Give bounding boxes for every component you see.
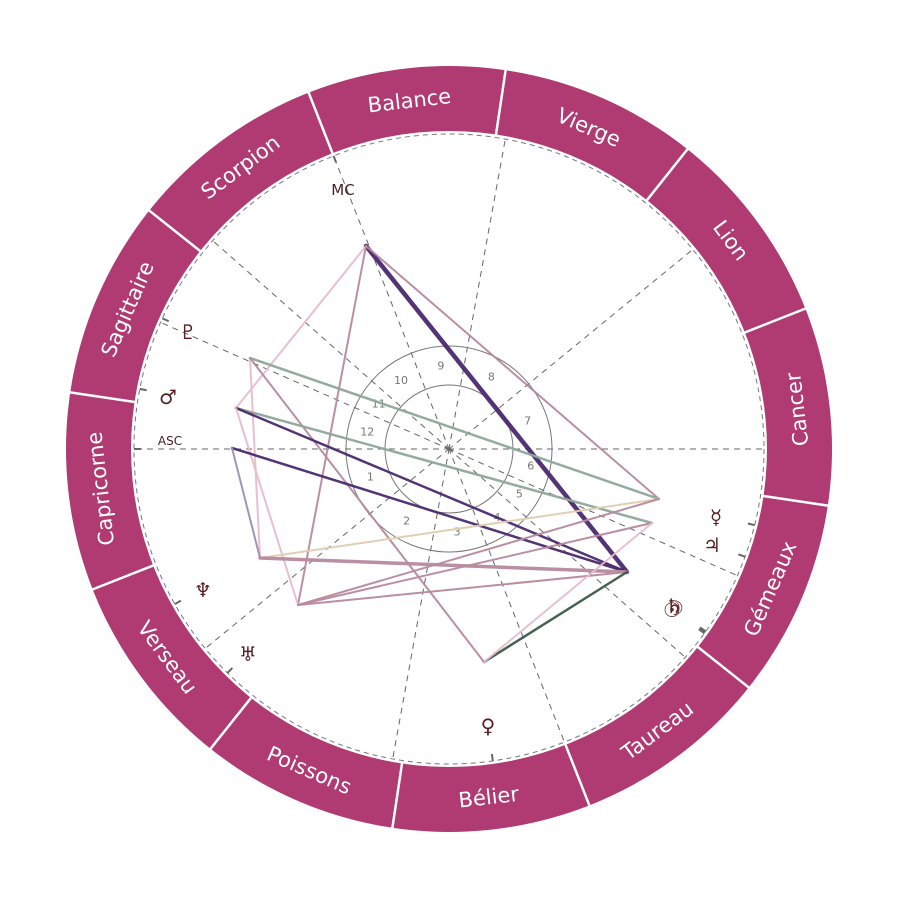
house-cusp-line (392, 448, 450, 758)
dashed-circle (133, 133, 765, 765)
aspect-line-pluto-venus (249, 357, 485, 663)
moon-icon: ☽ (666, 596, 684, 620)
position-tick (174, 599, 182, 605)
house-cusp-line (213, 241, 450, 450)
angle-labels: ASC MC (158, 181, 355, 448)
aspect-lines (230, 243, 661, 664)
jupiter-icon: ♃ (703, 533, 721, 557)
aspect-line-mc-sunmoon (363, 243, 630, 575)
sign-divider (147, 208, 202, 253)
saturn-icon: ♄ (665, 594, 683, 618)
pluto-icon: ♇ (179, 320, 197, 344)
aspect-line-pluto-neptune (249, 357, 261, 559)
aspect-line-asc-neptune (231, 447, 261, 559)
house-cusps (136, 140, 762, 758)
aspect-line-uranus-sunmoon (297, 571, 628, 606)
aspect-line-mc-mercury (365, 245, 660, 500)
house-cusp-line (448, 448, 736, 576)
aspect-line-asc-sunmoon (230, 446, 629, 574)
sign-divider (743, 307, 807, 334)
position-tick (747, 522, 755, 527)
neptune-icon: ♆ (194, 578, 212, 602)
uranus-icon: ♅ (239, 642, 257, 666)
mercury-icon: ☿ (710, 505, 722, 529)
sign-divider (307, 91, 334, 155)
house-number-9: 9 (437, 359, 444, 372)
aspect-line-pluto-mercury (248, 356, 661, 501)
aspect-line-mars-jupiter (234, 406, 654, 525)
house-cusp-line (333, 157, 450, 450)
sun-icon: ☉ (663, 598, 681, 622)
venus-icon: ♀ (481, 714, 496, 738)
position-tick (139, 387, 147, 392)
sign-divider (696, 645, 751, 690)
aspect-line-venus-sunmoon (482, 570, 629, 664)
position-tick (226, 667, 234, 674)
sign-divider (762, 494, 829, 507)
mars-icon: ♂ (159, 385, 177, 409)
sign-divider (91, 564, 155, 591)
house-cusp-line (448, 140, 506, 450)
house-cusp-line (162, 322, 450, 450)
position-tick (161, 317, 170, 323)
sign-divider (645, 147, 690, 202)
house-number-10: 10 (394, 374, 408, 387)
sign-divider (69, 391, 136, 404)
aspect-line-mars-uranus (235, 407, 299, 606)
sign-divider (564, 743, 591, 807)
aspect-line-mc-mars (235, 245, 367, 409)
house-number-1: 1 (367, 471, 374, 484)
position-tick (698, 628, 706, 635)
sign-divider (391, 762, 404, 829)
aspect-line-neptune-sunmoon (258, 556, 629, 574)
position-tick (490, 753, 494, 762)
house-cusp-line (448, 250, 692, 450)
house-number-5: 5 (516, 487, 523, 500)
house-number-8: 8 (488, 371, 495, 384)
house-number-3: 3 (454, 526, 461, 539)
sign-divider (208, 696, 253, 751)
aspect-line-uranus-jupiter (297, 522, 653, 606)
sign-divider (494, 69, 507, 136)
house-number-12: 12 (360, 425, 374, 438)
house-number-6: 6 (527, 460, 534, 473)
aspect-line-neptune-mercury (259, 498, 660, 559)
house-ring-outer (345, 345, 553, 553)
mc-label: MC (331, 181, 354, 199)
aspect-line-venus-jupiter (483, 522, 653, 663)
asc-label: ASC (158, 434, 182, 448)
house-number-2: 2 (403, 514, 410, 527)
aspect-line-uranus-mercury (297, 498, 660, 606)
position-tick (738, 553, 746, 558)
house-cusp-line (448, 448, 565, 741)
position-tick (699, 626, 707, 633)
planet-glyphs: ♇ ♂ ♆ ♅ ♀ ☉☽♄ ♃ ☿ (159, 320, 722, 738)
aspect-line-mc-uranus (297, 245, 367, 606)
house-number-7: 7 (524, 414, 531, 427)
